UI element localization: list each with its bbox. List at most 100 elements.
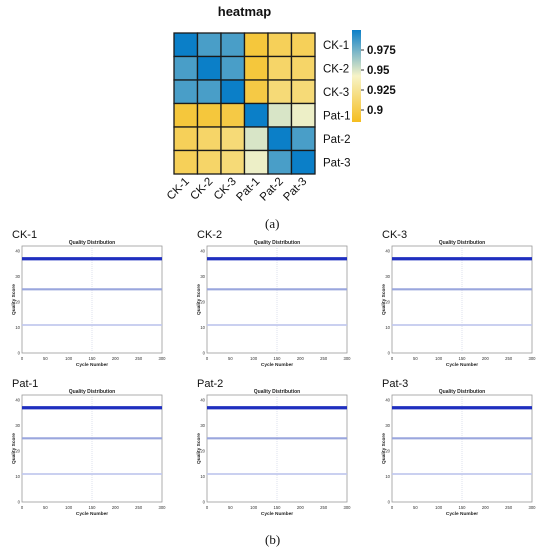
y-axis-label: Quality Score: [381, 284, 387, 315]
heatmap-row-label: CK-1: [323, 40, 349, 52]
heatmap-cell-CK-3-Pat-3: [290, 79, 316, 105]
heatmap-cell-CK-3-CK-2: [196, 79, 222, 105]
heatmap-cell-CK-3-CK-1: [173, 79, 199, 105]
y-tick-label: 0: [18, 351, 21, 356]
y-tick-label: 0: [388, 500, 391, 505]
heatmap-cell-Pat-3-CK-1: [173, 149, 199, 175]
heatmap-cell-CK-1-Pat-3: [290, 32, 316, 58]
heatmap-cell-CK-2-CK-3: [220, 55, 246, 81]
heatmap-col-label: CK-3: [212, 176, 239, 203]
heatmap-row-label: Pat-1: [323, 110, 351, 122]
heatmap-cell-CK-1-CK-1: [173, 32, 199, 58]
heatmap-cell-CK-2-CK-2: [196, 55, 222, 81]
x-tick-label: 250: [320, 356, 328, 361]
panel-title: Quality Distribution: [439, 240, 485, 246]
caption-b: (b): [265, 532, 281, 547]
x-tick-label: 100: [435, 505, 443, 510]
heatmap-cell-Pat-2-Pat-3: [290, 126, 316, 152]
y-tick-label: 30: [385, 274, 390, 279]
x-axis-label: Cycle Number: [76, 511, 108, 517]
plot-area: [21, 245, 163, 354]
x-tick-label: 0: [391, 356, 394, 361]
x-tick-label: 300: [344, 356, 352, 361]
x-tick-label: 50: [43, 356, 48, 361]
x-tick-label: 150: [459, 505, 467, 510]
x-tick-label: 200: [482, 505, 490, 510]
y-tick-label: 10: [385, 325, 390, 330]
colorbar-tick-label: 0.975: [367, 45, 396, 57]
heatmap-cell-Pat-3-Pat-1: [243, 149, 269, 175]
y-tick-label: 30: [15, 423, 20, 428]
colorbar-tick-label: 0.95: [367, 65, 390, 77]
panel-title: Quality Distribution: [69, 389, 115, 395]
y-tick-label: 30: [200, 423, 205, 428]
heatmap-col-label: Pat-2: [258, 176, 286, 204]
y-tick-label: 40: [15, 249, 20, 254]
heatmap-cell-Pat-1-Pat-3: [290, 102, 316, 128]
x-axis-label: Cycle Number: [446, 362, 478, 368]
x-axis-label: Cycle Number: [446, 511, 478, 517]
y-tick-label: 0: [203, 351, 206, 356]
colorbar-tick-label: 0.9: [367, 105, 383, 117]
y-tick-label: 40: [385, 249, 390, 254]
x-tick-label: 0: [206, 505, 209, 510]
heatmap-cell-Pat-2-CK-3: [220, 126, 246, 152]
y-tick-label: 30: [385, 423, 390, 428]
y-tick-label: 10: [385, 474, 390, 479]
x-tick-label: 0: [206, 356, 209, 361]
y-tick-label: 40: [200, 398, 205, 403]
panel-label: Pat-3: [382, 378, 408, 390]
x-tick-label: 100: [65, 356, 73, 361]
x-tick-label: 50: [43, 505, 48, 510]
x-tick-label: 200: [297, 356, 305, 361]
heatmap-col-label: CK-2: [188, 176, 215, 203]
x-axis-label: Cycle Number: [261, 362, 293, 368]
plot-area: [206, 245, 348, 354]
panel-label: Pat-1: [12, 378, 38, 390]
plot-area: [21, 394, 163, 503]
x-tick-label: 0: [21, 505, 24, 510]
panel-label: CK-2: [197, 229, 222, 241]
heatmap-cell-Pat-2-Pat-2: [267, 126, 293, 152]
heatmap-cell-CK-2-CK-1: [173, 55, 199, 81]
y-tick-label: 20: [200, 300, 205, 305]
x-tick-label: 50: [413, 356, 418, 361]
x-tick-label: 300: [159, 505, 167, 510]
x-tick-label: 150: [89, 356, 97, 361]
x-tick-label: 250: [135, 505, 143, 510]
heatmap-cell-Pat-1-Pat-1: [243, 102, 269, 128]
heatmap-cell-Pat-2-Pat-1: [243, 126, 269, 152]
heatmap-row-label: CK-2: [323, 63, 349, 75]
colorbar-tick-label: 0.925: [367, 85, 396, 97]
y-axis-label: Quality Score: [196, 433, 202, 464]
heatmap-row-label: Pat-2: [323, 134, 351, 146]
panel-label: CK-3: [382, 229, 407, 241]
heatmap-cell-CK-1-CK-3: [220, 32, 246, 58]
y-axis-label: Quality Score: [11, 284, 17, 315]
y-tick-label: 10: [15, 474, 20, 479]
y-tick-label: 20: [15, 300, 20, 305]
x-axis-label: Cycle Number: [76, 362, 108, 368]
panel-label: CK-1: [12, 229, 37, 241]
x-tick-label: 100: [435, 356, 443, 361]
heatmap-cell-Pat-2-CK-1: [173, 126, 199, 152]
x-tick-label: 250: [505, 356, 513, 361]
x-tick-label: 50: [228, 356, 233, 361]
heatmap-cell-CK-2-Pat-3: [290, 55, 316, 81]
heatmap-cell-Pat-1-CK-3: [220, 102, 246, 128]
heatmap-cell-CK-1-Pat-2: [267, 32, 293, 58]
x-tick-label: 200: [112, 505, 120, 510]
heatmap-chart: heatmapCK-1CK-2CK-3Pat-1Pat-2Pat-3CK-1CK…: [165, 4, 397, 204]
y-tick-label: 0: [388, 351, 391, 356]
heatmap-row-label: Pat-3: [323, 157, 351, 169]
heatmap-cell-Pat-1-Pat-2: [267, 102, 293, 128]
plot-area: [391, 394, 533, 503]
heatmap-cell-Pat-3-CK-3: [220, 149, 246, 175]
panel-title: Quality Distribution: [439, 389, 485, 395]
panel-title: Quality Distribution: [254, 240, 300, 246]
